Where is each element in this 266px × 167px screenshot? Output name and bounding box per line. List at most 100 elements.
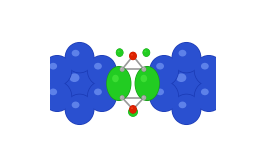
Ellipse shape bbox=[149, 81, 179, 112]
Ellipse shape bbox=[87, 81, 117, 112]
Ellipse shape bbox=[47, 86, 62, 101]
Ellipse shape bbox=[131, 54, 133, 56]
Ellipse shape bbox=[117, 50, 121, 54]
Ellipse shape bbox=[130, 53, 134, 57]
Ellipse shape bbox=[149, 55, 179, 86]
Ellipse shape bbox=[143, 97, 144, 98]
Ellipse shape bbox=[130, 109, 135, 113]
Ellipse shape bbox=[128, 107, 138, 117]
Ellipse shape bbox=[143, 49, 150, 57]
Ellipse shape bbox=[129, 52, 137, 60]
Ellipse shape bbox=[120, 67, 124, 72]
Ellipse shape bbox=[43, 56, 71, 86]
Ellipse shape bbox=[49, 89, 57, 95]
Ellipse shape bbox=[143, 68, 144, 69]
Ellipse shape bbox=[106, 66, 131, 101]
Ellipse shape bbox=[178, 102, 186, 108]
Ellipse shape bbox=[120, 95, 124, 100]
Ellipse shape bbox=[142, 96, 145, 98]
Ellipse shape bbox=[142, 67, 146, 72]
Ellipse shape bbox=[121, 97, 122, 98]
Ellipse shape bbox=[198, 60, 214, 75]
Ellipse shape bbox=[128, 107, 138, 117]
Ellipse shape bbox=[131, 107, 133, 109]
Ellipse shape bbox=[91, 86, 107, 101]
Ellipse shape bbox=[116, 48, 123, 57]
Ellipse shape bbox=[61, 64, 98, 103]
Ellipse shape bbox=[47, 60, 62, 75]
Ellipse shape bbox=[142, 95, 146, 100]
Ellipse shape bbox=[172, 43, 201, 72]
Ellipse shape bbox=[87, 55, 117, 86]
Ellipse shape bbox=[118, 50, 120, 52]
Ellipse shape bbox=[195, 81, 223, 111]
Ellipse shape bbox=[198, 86, 214, 101]
Ellipse shape bbox=[142, 67, 146, 72]
Ellipse shape bbox=[178, 50, 186, 56]
Ellipse shape bbox=[153, 60, 169, 75]
Ellipse shape bbox=[120, 68, 123, 70]
Ellipse shape bbox=[142, 68, 145, 70]
Ellipse shape bbox=[194, 55, 224, 86]
Ellipse shape bbox=[135, 66, 160, 101]
Ellipse shape bbox=[144, 50, 148, 54]
Ellipse shape bbox=[130, 107, 134, 111]
Ellipse shape bbox=[140, 75, 147, 82]
Ellipse shape bbox=[116, 49, 123, 57]
Ellipse shape bbox=[201, 89, 209, 95]
Ellipse shape bbox=[156, 89, 164, 95]
Ellipse shape bbox=[172, 42, 201, 73]
Ellipse shape bbox=[88, 81, 116, 111]
Ellipse shape bbox=[69, 99, 85, 114]
Ellipse shape bbox=[120, 96, 123, 98]
Ellipse shape bbox=[94, 89, 102, 95]
Ellipse shape bbox=[69, 47, 85, 62]
Ellipse shape bbox=[120, 95, 124, 100]
Ellipse shape bbox=[69, 73, 80, 82]
Ellipse shape bbox=[107, 67, 131, 100]
Ellipse shape bbox=[150, 81, 178, 111]
Ellipse shape bbox=[42, 81, 72, 112]
Ellipse shape bbox=[66, 70, 86, 89]
Ellipse shape bbox=[172, 95, 201, 124]
Ellipse shape bbox=[129, 105, 137, 114]
Ellipse shape bbox=[176, 99, 192, 114]
Ellipse shape bbox=[129, 52, 137, 60]
Ellipse shape bbox=[120, 67, 124, 72]
Ellipse shape bbox=[112, 75, 119, 82]
Ellipse shape bbox=[135, 67, 159, 100]
Ellipse shape bbox=[60, 63, 99, 104]
Ellipse shape bbox=[72, 50, 80, 56]
Ellipse shape bbox=[49, 63, 57, 69]
Ellipse shape bbox=[176, 47, 192, 62]
Ellipse shape bbox=[65, 42, 94, 73]
Ellipse shape bbox=[201, 63, 209, 69]
Ellipse shape bbox=[65, 94, 94, 125]
Ellipse shape bbox=[130, 109, 133, 112]
Ellipse shape bbox=[88, 56, 116, 86]
Ellipse shape bbox=[72, 102, 80, 108]
Ellipse shape bbox=[150, 56, 178, 86]
Ellipse shape bbox=[194, 81, 224, 112]
Ellipse shape bbox=[195, 56, 223, 86]
Ellipse shape bbox=[176, 73, 186, 82]
Ellipse shape bbox=[172, 94, 201, 125]
Ellipse shape bbox=[138, 72, 151, 89]
Ellipse shape bbox=[110, 72, 123, 89]
Ellipse shape bbox=[167, 63, 206, 104]
Ellipse shape bbox=[144, 50, 146, 52]
Ellipse shape bbox=[129, 105, 137, 113]
Ellipse shape bbox=[142, 95, 146, 100]
Ellipse shape bbox=[168, 64, 205, 103]
Ellipse shape bbox=[121, 68, 122, 69]
Ellipse shape bbox=[43, 81, 71, 111]
Ellipse shape bbox=[143, 48, 150, 57]
Ellipse shape bbox=[91, 60, 107, 75]
Ellipse shape bbox=[156, 63, 164, 69]
Ellipse shape bbox=[65, 95, 94, 124]
Ellipse shape bbox=[65, 43, 94, 72]
Ellipse shape bbox=[153, 86, 169, 101]
Ellipse shape bbox=[42, 55, 72, 86]
Ellipse shape bbox=[173, 70, 193, 89]
Ellipse shape bbox=[94, 63, 102, 69]
